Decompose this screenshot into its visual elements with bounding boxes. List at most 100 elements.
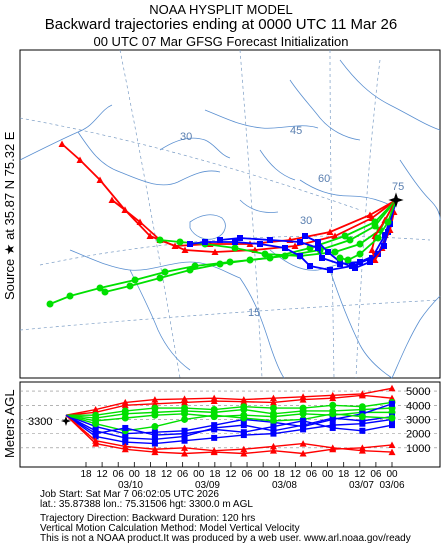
map-trajectory-point [297,253,303,259]
height-trajectory-point [181,415,189,423]
time-tick-label: 06 [306,469,318,480]
vertical-tick-labels: 5000 4000 3000 2000 1000 [406,386,430,455]
height-trajectory-point [358,444,366,451]
height-trajectory-point [181,395,189,402]
height-trajectory-point [329,445,337,453]
map-trajectory-point [146,232,154,239]
height-trajectory-point [181,444,189,451]
map-trajectory-point [356,240,364,248]
time-tick-label: 18 [80,469,92,480]
map-trajectory-point [96,176,104,183]
map-trajectory-point [211,248,219,255]
time-tick-label: 06 [370,469,382,480]
map-trajectory-point [186,266,194,274]
height-trajectory-point [92,420,100,428]
height-trajectory-point [151,440,158,447]
height-trajectory-point [181,410,189,418]
height-trajectory-point [92,440,100,447]
height-trajectory-point [151,436,158,443]
source-height-marker [61,416,71,426]
map-trajectory-point [101,288,109,296]
map-trajectory-point [232,239,238,245]
map-trajectory-point [337,259,343,265]
map-grid [19,49,441,379]
map-trajectory-point [237,235,243,241]
map-trajectory-point [315,245,321,251]
time-tick-label: 00 [258,469,270,480]
height-trajectory-point [151,396,159,403]
height-trajectory-point [300,422,307,429]
map-trajectory-point [319,255,325,261]
time-tick-label: 18 [209,469,221,480]
map-trajectory-point [181,246,189,253]
map-trajectory-point [267,237,273,243]
map-trajectory-point [307,263,313,269]
height-trajectory-point [181,430,188,437]
height-trajectory-line [65,394,393,416]
map-trajectory-point [356,250,364,258]
map-trajectory-point [369,255,375,261]
map-trajectory-point [331,248,339,256]
disclaimer: This is not a NOAA product.It was produc… [40,533,411,544]
time-tick-label: 00 [129,469,141,480]
height-trajectory-point [181,437,188,444]
height-trajectory-point [329,401,337,409]
time-tick-label: 06 [241,469,253,480]
date-label: 03/09 [195,480,220,491]
lat-label-30-north: 30 [180,131,192,143]
height-tick-label: 4000 [406,400,430,412]
source-marker [388,192,404,208]
height-trajectory-point [151,448,159,456]
date-label: 03/06 [379,480,404,491]
map-trajectory-point [344,256,352,264]
height-trajectory-point [240,449,248,457]
map-trajectory-point [136,218,144,225]
vertical-motion-method: Vertical Motion Calculation Method: Mode… [40,523,300,534]
map-trajectory-point [315,239,321,245]
map-trajectory-point [384,218,392,226]
source-height-label: 3300 [28,416,52,428]
height-trajectory-line [65,407,393,419]
map-trajectory-point [131,276,139,284]
height-trajectory-point [329,415,336,422]
height-trajectory-line [65,414,393,445]
lat-label-45: 45 [290,125,302,137]
height-trajectory-point [211,434,218,441]
map-trajectory-point [325,249,331,255]
height-trajectory-point [270,430,277,437]
map-trajectories [46,140,398,308]
height-trajectory-point [388,384,396,392]
height-trajectory-point [389,422,395,429]
height-trajectory-point [359,427,366,434]
map-trajectory-point [217,237,223,243]
height-trajectory-line [65,414,393,441]
plot-title: Backward trajectories ending at 0000 UTC… [44,16,398,33]
map-trajectory-point [357,259,363,265]
map-trajectory-point [327,267,333,273]
height-trajectory-point [240,406,248,414]
map-trajectory-point [187,241,193,247]
height-trajectory-point [151,411,159,419]
height-trajectory-point [269,417,277,425]
map-trajectory-point [371,222,379,230]
height-trajectory-point [121,414,129,422]
map-trajectory-point [297,239,303,245]
height-trajectory-point [299,410,307,418]
height-trajectory-point [240,422,247,429]
height-trajectory-point [269,404,277,412]
time-tick-label: 00 [322,469,334,480]
time-tick-label: 12 [225,469,237,480]
height-trajectory-point [240,414,248,422]
height-trajectory-point [181,398,189,406]
date-label: 03/08 [272,480,297,491]
map-trajectory-point [291,242,299,249]
job-start: Job Start: Sat Mar 7 06:02:05 UTC 2026 [40,489,219,500]
height-trajectory-point [300,426,307,433]
lat-label-60: 60 [318,173,330,185]
trajectory-direction: Trajectory Direction: Backward Duration:… [40,513,256,524]
latitude-labels: 30 45 60 75 30 15 [180,125,404,319]
height-trajectory-point [240,445,248,453]
map-trajectory-point [126,282,134,290]
height-trajectory-point [389,400,395,407]
